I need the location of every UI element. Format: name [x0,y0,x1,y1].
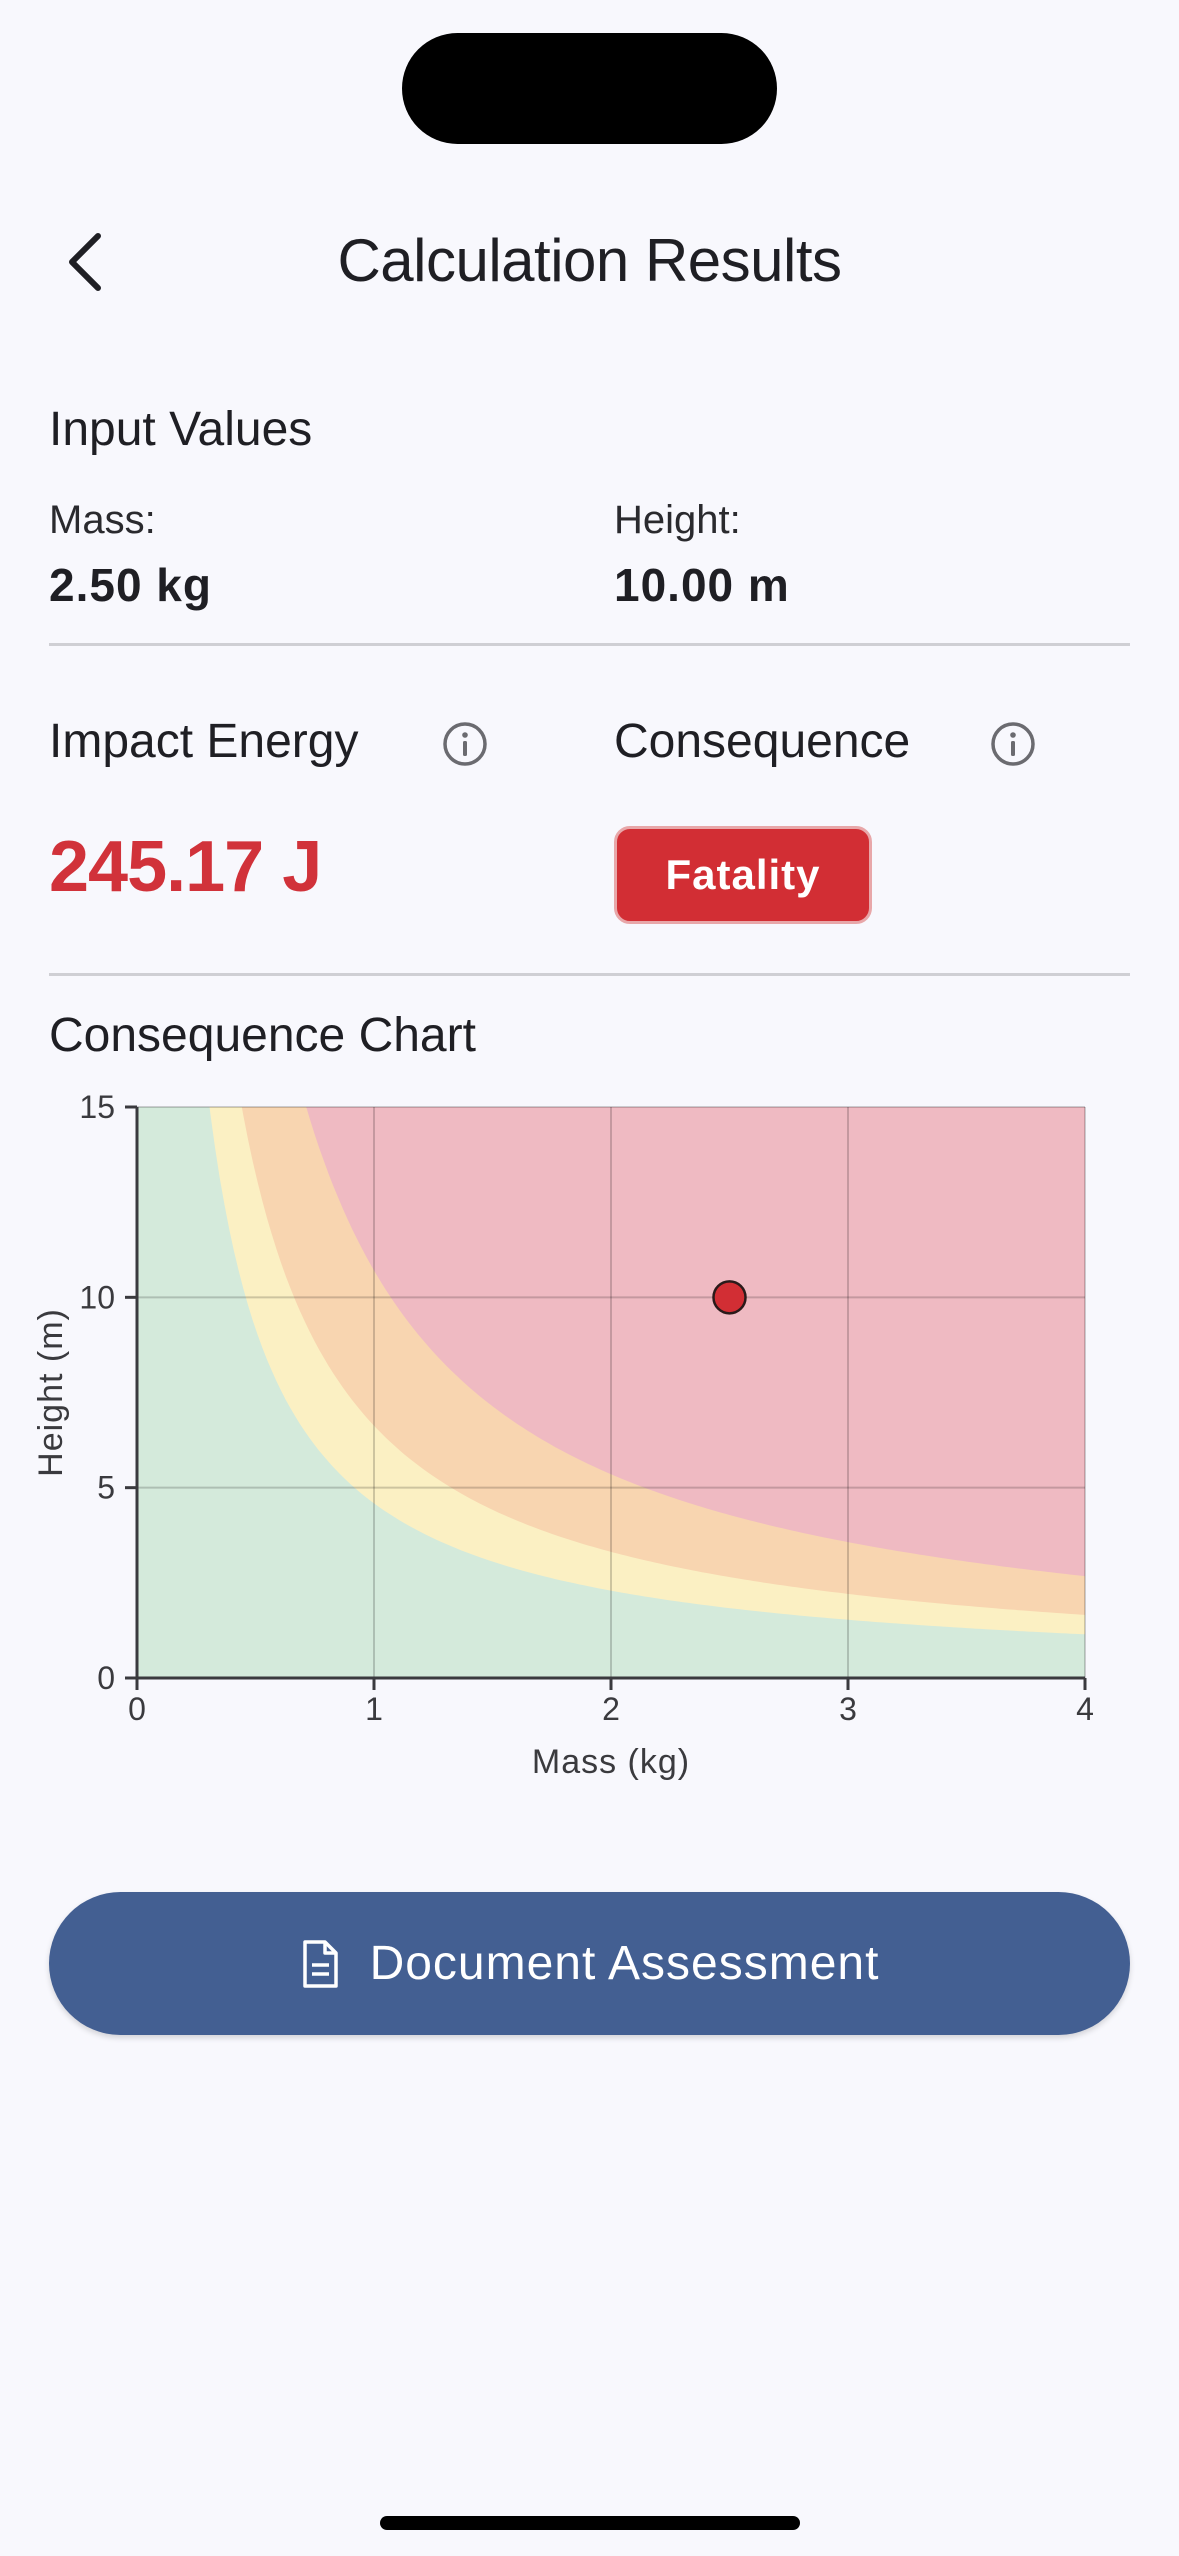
x-tick-label: 2 [602,1691,620,1727]
consequence-label: Consequence [614,715,911,768]
zone-minor [137,1107,1085,1678]
y-tick-label: 15 [79,1089,115,1125]
consequence-badge: Fatality [614,826,872,924]
x-tick-label: 1 [365,1691,383,1727]
y-tick-label: 10 [79,1279,115,1315]
document-icon [302,1939,338,1988]
mass-value: 2.50 kg [49,559,212,611]
divider [49,973,1130,976]
home-indicator [380,2516,800,2530]
x-tick-label: 4 [1076,1691,1094,1727]
mass-label: Mass: [49,498,156,542]
y-tick-label: 0 [97,1660,115,1696]
height-value: 10.00 m [614,559,790,611]
nav-header: Calculation Results [0,200,1179,325]
data-point [712,1280,747,1315]
consequence-chart: 0 1 2 3 4 0 5 10 15 Mass (kg) Height (m) [32,1089,1094,1781]
y-tick-label: 5 [97,1470,115,1506]
height-label: Height: [614,498,741,542]
divider [49,643,1130,646]
x-tick-label: 0 [128,1691,146,1727]
dynamic-island [402,33,777,144]
info-icon[interactable] [989,720,1037,768]
back-button[interactable] [44,222,124,302]
x-axis-title: Mass (kg) [532,1743,690,1781]
document-assessment-label: Document Assessment [369,1937,880,1990]
zone-group [137,1107,1085,1678]
impact-energy-value: 245.17 J [49,827,322,907]
x-tick-label: 3 [839,1691,857,1727]
chart-section-title: Consequence Chart [49,1009,476,1062]
page-title: Calculation Results [337,227,842,294]
document-assessment-button[interactable]: Document Assessment [49,1892,1130,2035]
impact-energy-label: Impact Energy [49,715,359,768]
info-icon[interactable] [441,720,489,768]
input-values-title: Input Values [49,403,313,456]
chevron-left-icon [69,233,101,291]
y-axis-title: Height (m) [32,1308,70,1477]
